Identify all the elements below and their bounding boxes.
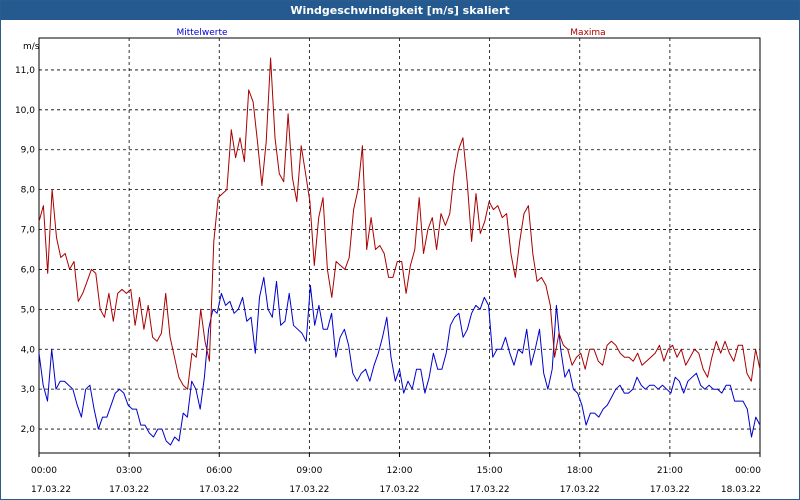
y-tick-label: 8,0 <box>21 186 36 196</box>
series-line-mittelwerte <box>38 276 761 446</box>
x-tick-date: 17.03.22 <box>31 485 71 495</box>
y-tick-label: 2,0 <box>21 425 36 435</box>
x-tick-date: 17.03.22 <box>379 485 419 495</box>
x-tick-date: 17.03.22 <box>109 485 149 495</box>
y-tick-label: 9,0 <box>21 146 36 156</box>
y-tick-label: 10,0 <box>15 106 35 116</box>
x-tick-time: 15:00 <box>477 466 503 476</box>
legend-max: Maxima <box>570 28 605 38</box>
x-tick-time: 09:00 <box>296 466 322 476</box>
window-title: Windgeschwindigkeit [m/s] skaliert <box>1 1 799 20</box>
y-axis-unit: m/s <box>23 42 40 52</box>
x-tick-date: 17.03.22 <box>650 485 690 495</box>
y-tick-label: 7,0 <box>21 226 36 236</box>
y-tick-label: 5,0 <box>21 305 36 315</box>
y-tick-label: 11,0 <box>15 66 35 76</box>
x-tick-date: 17.03.22 <box>470 485 510 495</box>
x-tick-time: 00:00 <box>31 466 57 476</box>
y-tick-label: 3,0 <box>21 385 36 395</box>
y-tick-label: 4,0 <box>21 345 36 355</box>
y-tick-label: 6,0 <box>21 265 36 275</box>
series-line-maxima <box>38 57 761 390</box>
x-tick-date: 17.03.22 <box>199 485 239 495</box>
x-tick-time: 00:00 <box>735 466 761 476</box>
legend-mean: Mittelwerte <box>176 28 227 38</box>
x-tick-time: 21:00 <box>657 466 683 476</box>
x-tick-time: 03:00 <box>116 466 142 476</box>
x-tick-date: 17.03.22 <box>289 485 329 495</box>
x-tick-time: 18:00 <box>567 466 593 476</box>
x-tick-time: 12:00 <box>387 466 413 476</box>
x-tick-date: 18.03.22 <box>721 485 761 495</box>
x-tick-time: 06:00 <box>206 466 232 476</box>
x-tick-date: 17.03.22 <box>560 485 600 495</box>
